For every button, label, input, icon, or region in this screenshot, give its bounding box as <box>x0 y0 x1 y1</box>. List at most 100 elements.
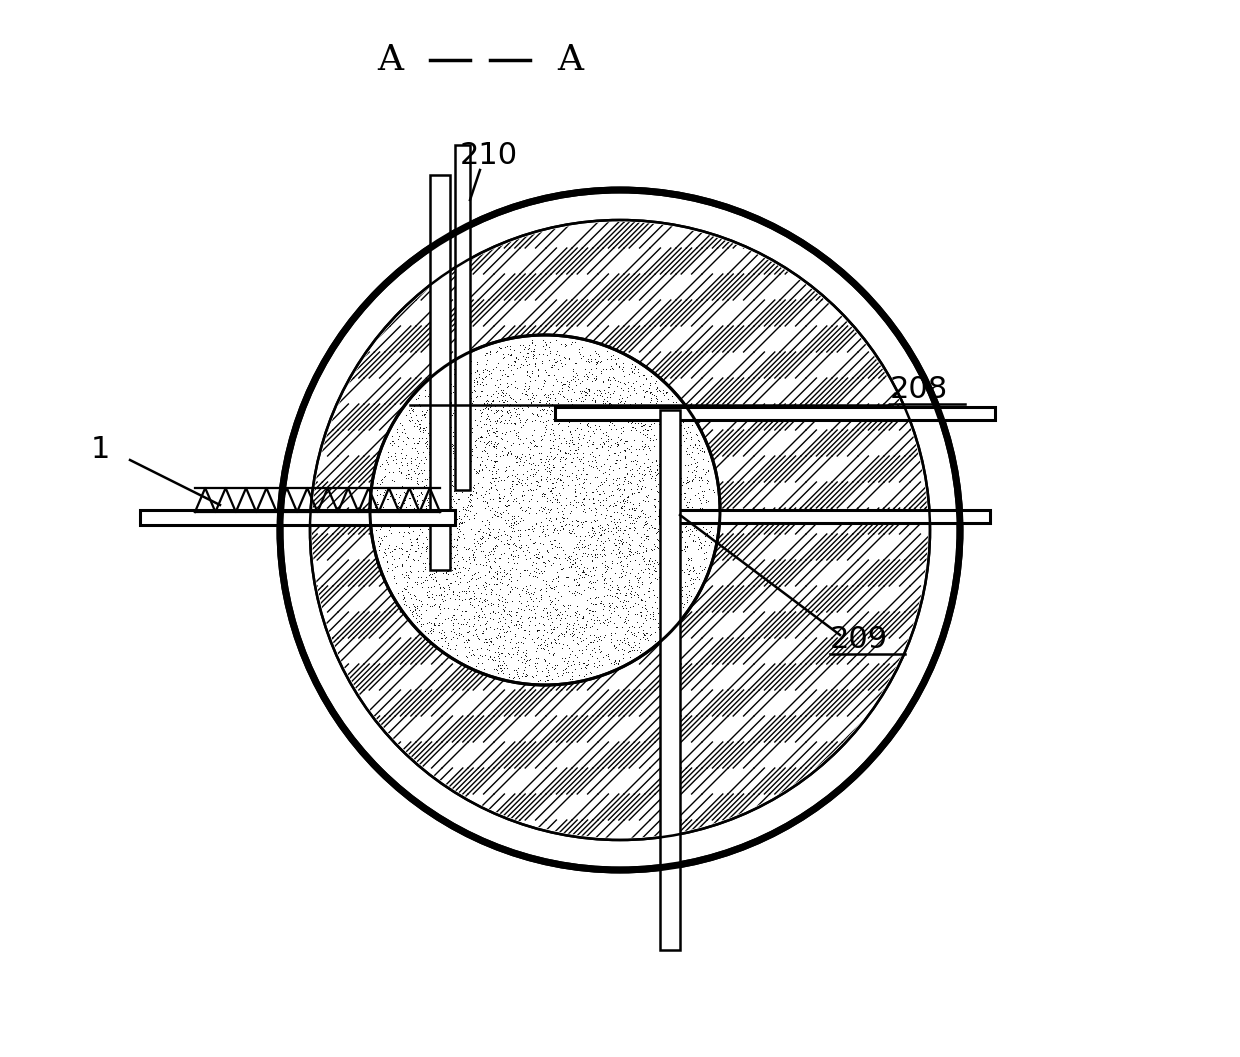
Point <box>637 438 657 455</box>
Point <box>503 669 523 686</box>
Point <box>624 405 644 422</box>
Point <box>681 571 701 588</box>
Point <box>440 370 460 387</box>
Point <box>658 507 678 524</box>
Point <box>644 519 663 536</box>
Point <box>593 548 613 564</box>
Point <box>605 599 625 616</box>
Point <box>454 514 474 531</box>
Point <box>668 423 688 440</box>
Point <box>404 551 424 568</box>
Point <box>490 489 510 506</box>
Point <box>403 396 423 413</box>
Point <box>632 375 652 392</box>
Point <box>606 496 626 513</box>
Point <box>595 562 615 579</box>
Point <box>594 390 614 407</box>
Point <box>537 393 557 410</box>
Point <box>533 377 553 394</box>
Point <box>465 551 485 568</box>
Point <box>552 605 572 622</box>
Point <box>570 633 590 650</box>
Point <box>534 562 554 579</box>
Point <box>497 493 517 509</box>
Point <box>682 499 702 516</box>
Point <box>665 441 684 458</box>
Point <box>410 485 430 502</box>
Point <box>589 461 609 478</box>
Point <box>583 553 603 570</box>
Point <box>649 382 668 398</box>
Point <box>598 530 618 546</box>
Point <box>609 521 629 538</box>
Point <box>466 556 486 573</box>
Point <box>404 598 424 615</box>
Point <box>605 536 625 553</box>
Point <box>590 398 610 415</box>
Point <box>688 444 708 461</box>
Point <box>419 582 439 599</box>
Point <box>570 497 590 514</box>
Point <box>676 555 696 572</box>
Point <box>372 474 392 490</box>
Point <box>619 374 639 391</box>
Point <box>428 452 448 469</box>
Point <box>420 498 440 515</box>
Point <box>417 595 436 612</box>
Point <box>489 649 508 666</box>
Point <box>464 608 484 625</box>
Point <box>562 396 582 413</box>
Point <box>570 618 590 635</box>
Point <box>482 540 502 557</box>
Point <box>525 579 544 596</box>
Point <box>596 351 616 368</box>
Point <box>422 589 441 606</box>
Point <box>580 590 600 607</box>
Point <box>378 539 398 556</box>
Point <box>521 564 541 581</box>
Point <box>608 503 627 520</box>
Point <box>573 631 593 648</box>
Point <box>506 604 526 620</box>
Point <box>404 418 424 434</box>
Point <box>598 450 618 467</box>
Point <box>520 339 539 356</box>
Point <box>500 497 520 514</box>
Point <box>590 614 610 631</box>
Point <box>647 554 667 571</box>
Point <box>627 624 647 641</box>
Point <box>668 549 688 565</box>
Point <box>591 521 611 538</box>
Point <box>474 395 494 412</box>
Point <box>591 458 611 475</box>
Point <box>553 479 573 496</box>
Point <box>502 593 522 610</box>
Point <box>449 382 469 398</box>
Point <box>511 355 531 372</box>
Point <box>651 383 671 400</box>
Point <box>651 515 671 532</box>
Point <box>670 415 689 432</box>
Point <box>470 569 490 586</box>
Point <box>646 411 666 428</box>
Point <box>542 634 562 651</box>
Point <box>568 445 588 462</box>
Point <box>443 609 463 626</box>
Point <box>392 558 412 575</box>
Point <box>588 478 608 495</box>
Point <box>655 569 675 586</box>
Point <box>605 351 625 368</box>
Point <box>578 537 598 554</box>
Point <box>440 376 460 393</box>
Point <box>650 458 670 475</box>
Point <box>382 548 402 564</box>
Point <box>536 499 556 516</box>
Point <box>518 567 538 583</box>
Point <box>645 633 665 650</box>
Point <box>477 494 497 511</box>
Point <box>482 463 502 480</box>
Point <box>495 394 515 411</box>
Point <box>417 498 436 515</box>
Point <box>598 648 618 665</box>
Point <box>558 577 578 594</box>
